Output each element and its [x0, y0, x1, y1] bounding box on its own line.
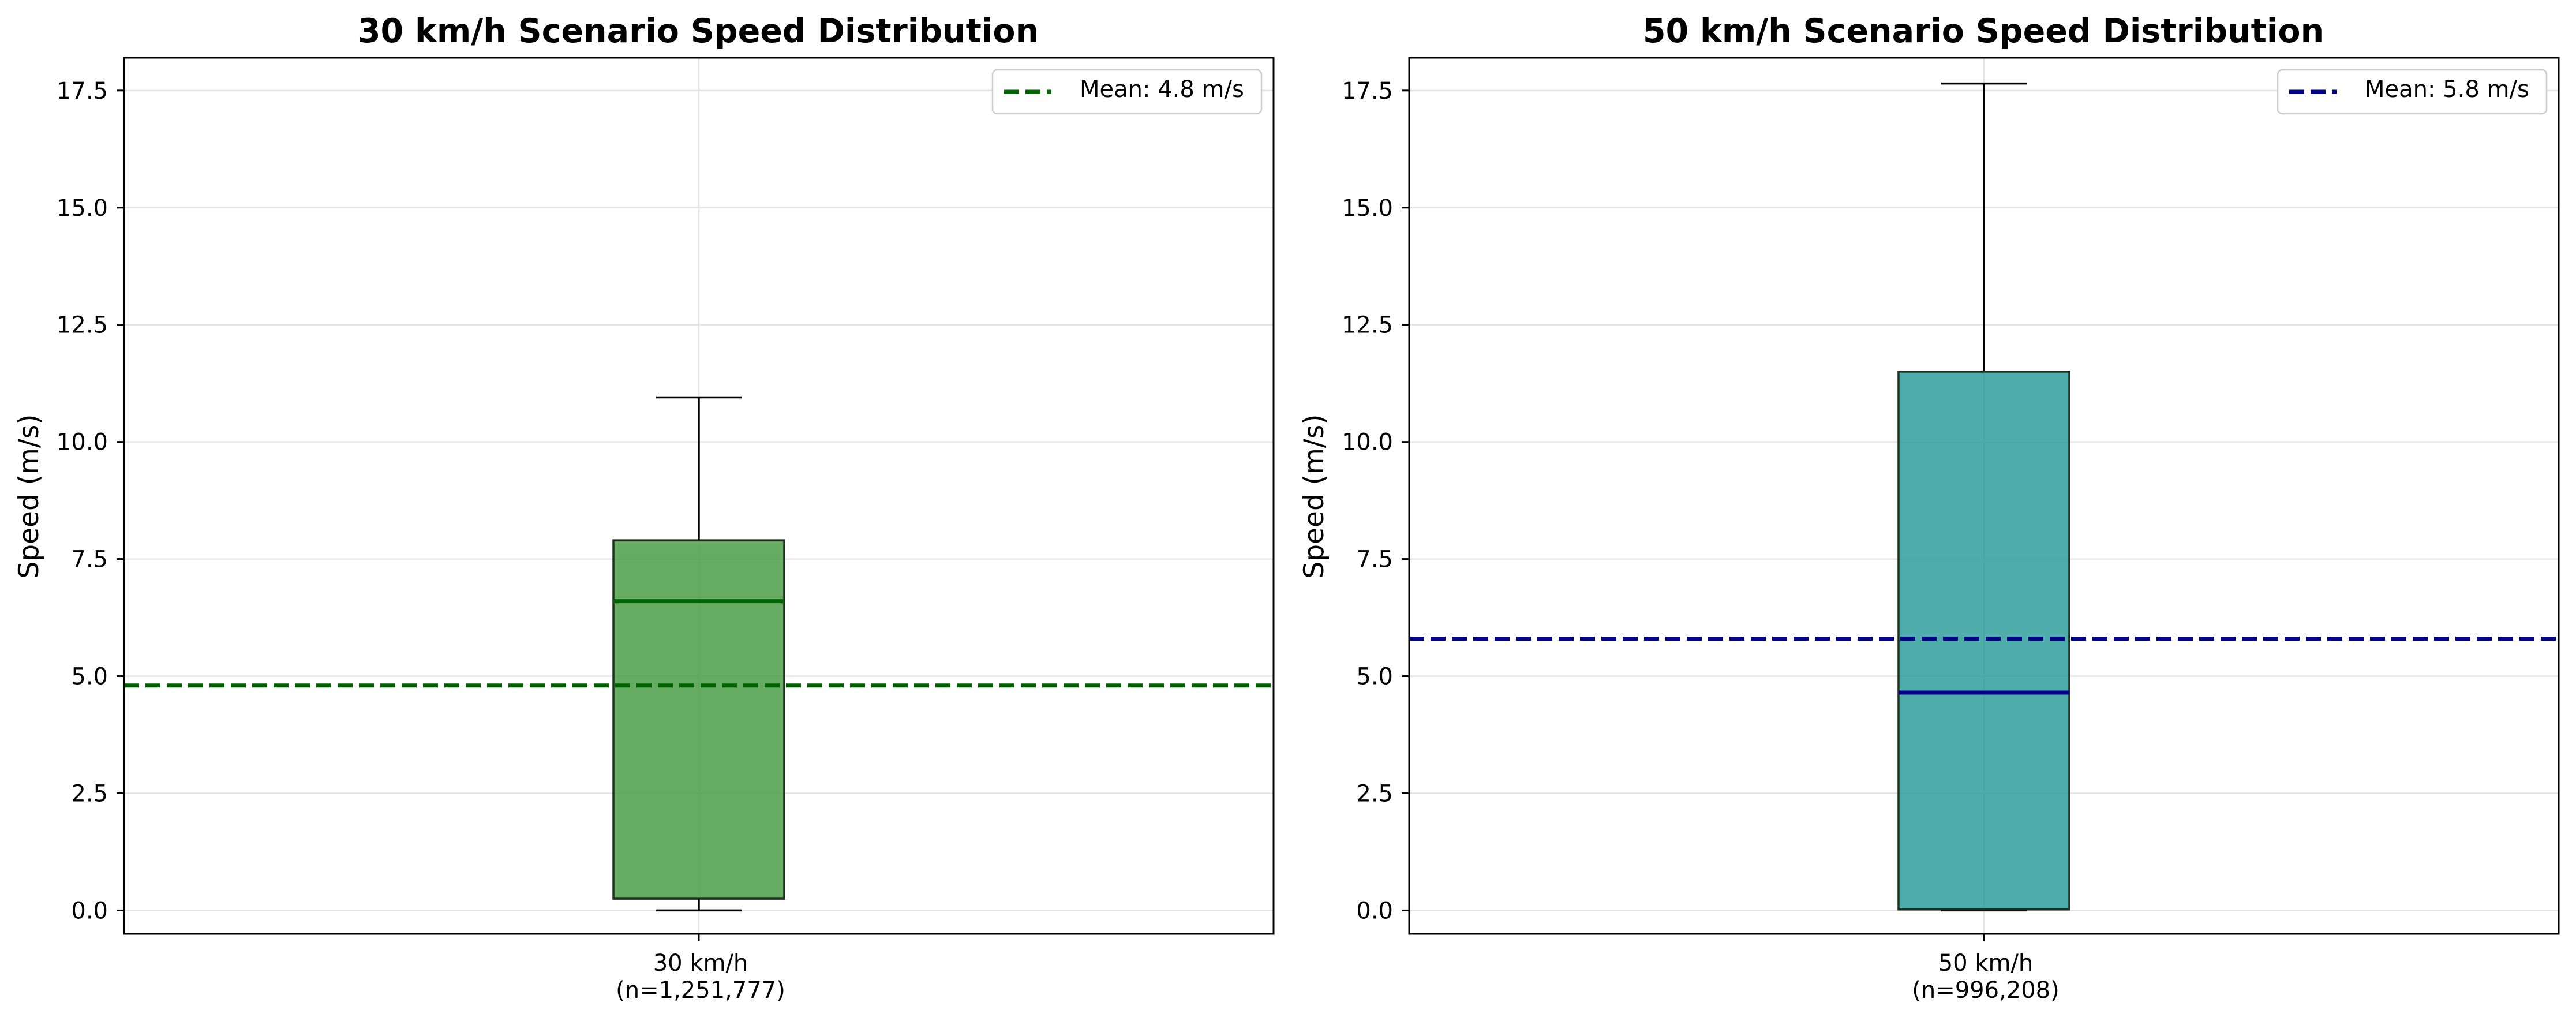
x-tick-label-line1: 30 km/h: [653, 950, 748, 977]
y-tick-label: 17.5: [1342, 78, 1393, 104]
y-tick-label: 0.0: [1356, 897, 1393, 924]
legend-label: Mean: 5.8 m/s: [2365, 76, 2529, 103]
y-tick-label: 17.5: [57, 78, 108, 104]
chart-panel-50kmh: 0.0 2.5 5.0 7.5 10.0 12.5 15.0 17.5 50 km/h Scen…: [1298, 12, 2560, 1004]
chart-title: 50 km/h Scenario Speed Distribution: [1643, 12, 2324, 50]
x-tick-label-line1: 50 km/h: [1938, 950, 2034, 977]
plot-layer: 0.0 2.5 5.0 7.5 10.0 12.5 15.0 17.5: [1342, 57, 2560, 941]
box-iqr: [612, 539, 785, 900]
y-tick-label: 7.5: [71, 547, 108, 573]
y-tick-label: 2.5: [71, 780, 108, 807]
y-tick-label: 5.0: [71, 664, 108, 690]
y-tick-label: 10.0: [1342, 429, 1393, 456]
y-tick-label: 0.0: [71, 897, 108, 924]
legend-label: Mean: 4.8 m/s: [1080, 76, 1244, 103]
y-tick-label: 10.0: [57, 429, 108, 456]
y-tick-label: 7.5: [1356, 547, 1393, 573]
y-tick-label: 15.0: [1342, 195, 1393, 222]
y-tick-label: 5.0: [1356, 664, 1393, 690]
y-tick-label: 2.5: [1356, 780, 1393, 807]
plot-layer: 0.0 2.5 5.0 7.5 10.0 12.5 15.0 17.5: [57, 57, 1275, 941]
y-tick-label: 12.5: [1342, 312, 1393, 339]
legend-box: [2277, 69, 2548, 115]
chart-panel-30kmh: 0.0 2.5 5.0 7.5 10.0 12.5 15.0 17.5 30 km/h Scen…: [13, 12, 1275, 1004]
x-tick-label-line2: (n=1,251,777): [616, 977, 785, 1004]
y-axis-label: Speed (m/s): [13, 414, 45, 578]
x-tick-label-line2: (n=996,208): [1912, 977, 2060, 1004]
y-tick-label: 12.5: [57, 312, 108, 339]
legend-box: [991, 69, 1263, 115]
y-axis-label: Speed (m/s): [1298, 414, 1330, 578]
chart-title: 30 km/h Scenario Speed Distribution: [358, 12, 1039, 50]
y-tick-label: 15.0: [57, 195, 108, 222]
